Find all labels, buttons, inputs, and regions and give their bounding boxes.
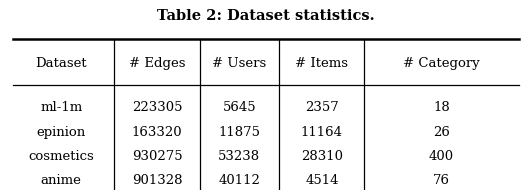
Text: 5645: 5645	[222, 101, 256, 114]
Text: # Category: # Category	[403, 57, 480, 70]
Text: # Edges: # Edges	[129, 57, 185, 70]
Text: cosmetics: cosmetics	[28, 150, 94, 163]
Text: 2357: 2357	[305, 101, 339, 114]
Text: 223305: 223305	[132, 101, 182, 114]
Text: 26: 26	[433, 126, 450, 139]
Text: 930275: 930275	[131, 150, 182, 163]
Text: 163320: 163320	[131, 126, 182, 139]
Text: # Items: # Items	[295, 57, 348, 70]
Text: 76: 76	[433, 174, 450, 187]
Text: 28310: 28310	[301, 150, 343, 163]
Text: Dataset: Dataset	[35, 57, 87, 70]
Text: 400: 400	[429, 150, 454, 163]
Text: Table 2: Dataset statistics.: Table 2: Dataset statistics.	[157, 9, 375, 23]
Text: 40112: 40112	[219, 174, 260, 187]
Text: epinion: epinion	[37, 126, 86, 139]
Text: 901328: 901328	[132, 174, 182, 187]
Text: 11875: 11875	[219, 126, 260, 139]
Text: 4514: 4514	[305, 174, 338, 187]
Text: 53238: 53238	[218, 150, 261, 163]
Text: ml-1m: ml-1m	[40, 101, 82, 114]
Text: # Users: # Users	[212, 57, 267, 70]
Text: 11164: 11164	[301, 126, 343, 139]
Text: 18: 18	[433, 101, 450, 114]
Text: anime: anime	[41, 174, 81, 187]
